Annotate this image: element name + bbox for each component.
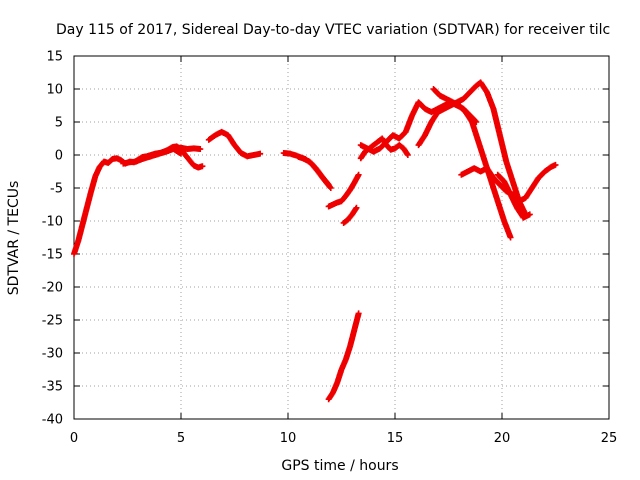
series-arc-9 [325,310,362,403]
y-tick-label: -35 [42,380,63,395]
x-tick-label: 15 [387,431,404,446]
data-point [507,234,514,241]
x-tick-label: 0 [70,431,78,446]
y-tick-label: 15 [46,50,63,65]
y-tick-label: 10 [46,83,63,98]
plot-frame [73,55,610,420]
y-tick-label: 5 [55,116,63,131]
data-point [404,152,411,158]
data-point [326,184,333,191]
x-tick-label: 25 [601,431,618,446]
y-tick-label: -15 [42,248,63,263]
x-tick-label: 5 [177,431,185,446]
chart-title: Day 115 of 2017, Sidereal Day-to-day VTE… [56,22,610,38]
series-arc-4 [205,128,264,160]
data-point [327,185,334,191]
series-arc-7 [325,171,362,210]
data-point [355,310,362,317]
data-point [526,211,533,218]
x-axis-title: GPS time / hours [281,458,398,474]
x-tick-label: 20 [494,431,511,446]
y-tick-label: -40 [42,413,63,428]
series-arc-6 [295,153,334,191]
data-point [197,146,204,153]
y-tick-label: 0 [55,149,63,164]
grid-layer [74,56,609,419]
data-point [552,161,559,168]
data-point [355,171,362,178]
marks-layer [71,79,559,403]
ticks-layer: 0 5 10 15 20 25 15 10 5 0 -5 -10 -15 -20 -25 -30 -35 -40 [42,50,618,447]
data-point [257,150,264,157]
y-tick-label: -5 [50,182,63,197]
series-arc-15 [494,171,533,221]
y-tick-label: -20 [42,281,63,296]
y-tick-label: -30 [42,347,63,362]
y-axis-title: SDTVAR / TECUs [6,181,22,296]
data-point [353,204,360,211]
series-arc-8 [340,204,360,226]
x-tick-label: 10 [280,431,297,446]
data-point [199,163,206,170]
y-tick-label: -25 [42,314,63,329]
series-arc-3 [160,143,206,171]
y-tick-label: -10 [42,215,63,230]
